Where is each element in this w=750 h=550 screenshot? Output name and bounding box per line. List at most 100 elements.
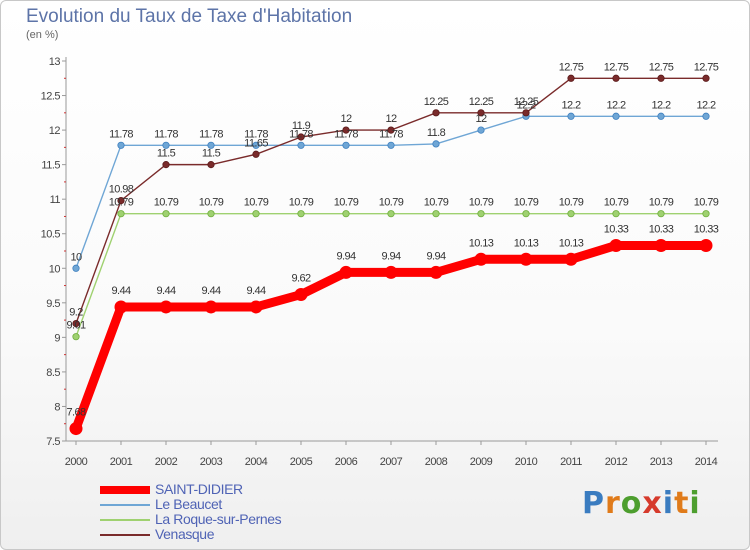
data-point	[702, 112, 710, 120]
data-point	[432, 140, 440, 148]
y-tick-label: 12.5	[41, 91, 61, 103]
data-point	[72, 319, 80, 328]
data-label: 12	[340, 113, 352, 125]
data-label: 12.25	[424, 96, 449, 108]
data-label: 12	[475, 113, 487, 125]
data-label: 9.44	[111, 285, 130, 297]
data-point	[384, 265, 398, 279]
data-label: 10.13	[514, 237, 539, 249]
data-label: 9.44	[201, 285, 220, 297]
data-label: 10.13	[559, 237, 584, 249]
data-label: 10.79	[559, 197, 584, 209]
data-label: 10.79	[424, 197, 449, 209]
data-label: 11.78	[199, 128, 223, 140]
x-tick-label: 2014	[695, 456, 718, 468]
legend-swatch-la-roque-sur-pernes	[100, 519, 150, 521]
data-point	[342, 126, 350, 134]
y-tick-label: 13	[49, 56, 61, 68]
data-point	[567, 74, 575, 82]
data-label: 11.78	[379, 128, 403, 140]
data-point	[657, 210, 665, 218]
x-tick-label: 2012	[605, 456, 628, 468]
data-label: 12.75	[649, 61, 674, 73]
data-label: 11.78	[334, 128, 358, 140]
data-point	[117, 196, 125, 205]
data-point	[609, 238, 623, 252]
data-label: 12.2	[516, 99, 535, 111]
data-label: 11.8	[427, 127, 446, 139]
legend-label: Venasque	[155, 526, 215, 542]
data-label: 10.79	[289, 197, 314, 209]
data-label: 11.78	[244, 128, 268, 140]
data-label: 9.44	[246, 285, 265, 297]
data-point	[657, 74, 665, 82]
data-point	[249, 300, 263, 314]
data-label: 11.78	[154, 128, 178, 140]
data-label: 9.62	[291, 273, 310, 285]
x-tick-label: 2007	[380, 456, 403, 468]
y-tick-label: 11.5	[41, 160, 60, 172]
legend-label: Le Beaucet	[155, 496, 222, 512]
data-point	[477, 210, 485, 218]
data-label: 12.75	[604, 61, 629, 73]
data-label: 7.68	[66, 407, 85, 419]
data-label: 10	[70, 251, 82, 263]
data-point	[702, 74, 710, 82]
data-point	[204, 300, 218, 314]
data-label: 10.33	[694, 223, 719, 235]
y-tick-label: 9.5	[46, 298, 60, 310]
data-point	[387, 141, 395, 149]
data-label: 12	[385, 113, 397, 125]
data-point	[297, 141, 305, 149]
data-point	[477, 126, 485, 134]
x-tick-label: 2002	[155, 456, 178, 468]
data-point	[564, 252, 578, 266]
x-tick-label: 2010	[515, 456, 538, 468]
data-point	[207, 141, 215, 149]
data-point	[519, 252, 533, 266]
data-point	[117, 141, 125, 149]
data-point	[72, 264, 80, 272]
data-label: 11.9	[292, 120, 311, 132]
data-label: 10.33	[649, 223, 674, 235]
data-point	[429, 265, 443, 279]
x-tick-label: 2008	[425, 456, 448, 468]
data-point	[432, 210, 440, 218]
legend-swatch-saint-didier	[100, 486, 150, 494]
data-point	[522, 109, 530, 117]
data-label: 12.2	[561, 99, 580, 111]
data-label: 10.79	[334, 197, 359, 209]
proxiti-logo: Proxiti	[582, 486, 701, 521]
data-label: 10.79	[379, 197, 404, 209]
data-label: 11.78	[109, 128, 133, 140]
data-label: 11.5	[157, 148, 176, 160]
data-label: 12.2	[651, 99, 670, 111]
data-point	[294, 288, 308, 302]
data-point	[117, 210, 125, 218]
legend-label: La Roque-sur-Pernes	[155, 511, 282, 527]
y-tick-label: 9	[54, 332, 60, 344]
data-label: 12.75	[559, 61, 584, 73]
data-point	[114, 300, 128, 314]
data-point	[567, 210, 575, 218]
data-point	[72, 333, 80, 341]
data-point	[387, 126, 395, 134]
x-tick-label: 2013	[650, 456, 673, 468]
chart-title: Evolution du Taux de Taxe d'Habitation	[26, 6, 353, 27]
data-point	[342, 141, 350, 149]
x-tick-label: 2003	[200, 456, 223, 468]
data-point	[699, 238, 713, 252]
data-point	[567, 112, 575, 120]
x-tick-label: 2005	[290, 456, 313, 468]
legend-swatch-venasque	[100, 534, 150, 536]
data-point	[654, 238, 668, 252]
data-label: 9.01	[66, 320, 85, 332]
legend-label: SAINT-DIDIER	[155, 481, 243, 497]
x-tick-label: 2000	[65, 456, 88, 468]
data-label: 9.2	[69, 307, 83, 319]
data-point	[162, 161, 170, 169]
data-label: 9.94	[336, 250, 355, 262]
data-label: 11.5	[202, 148, 221, 160]
data-label: 10.13	[469, 237, 494, 249]
data-point	[477, 109, 485, 117]
